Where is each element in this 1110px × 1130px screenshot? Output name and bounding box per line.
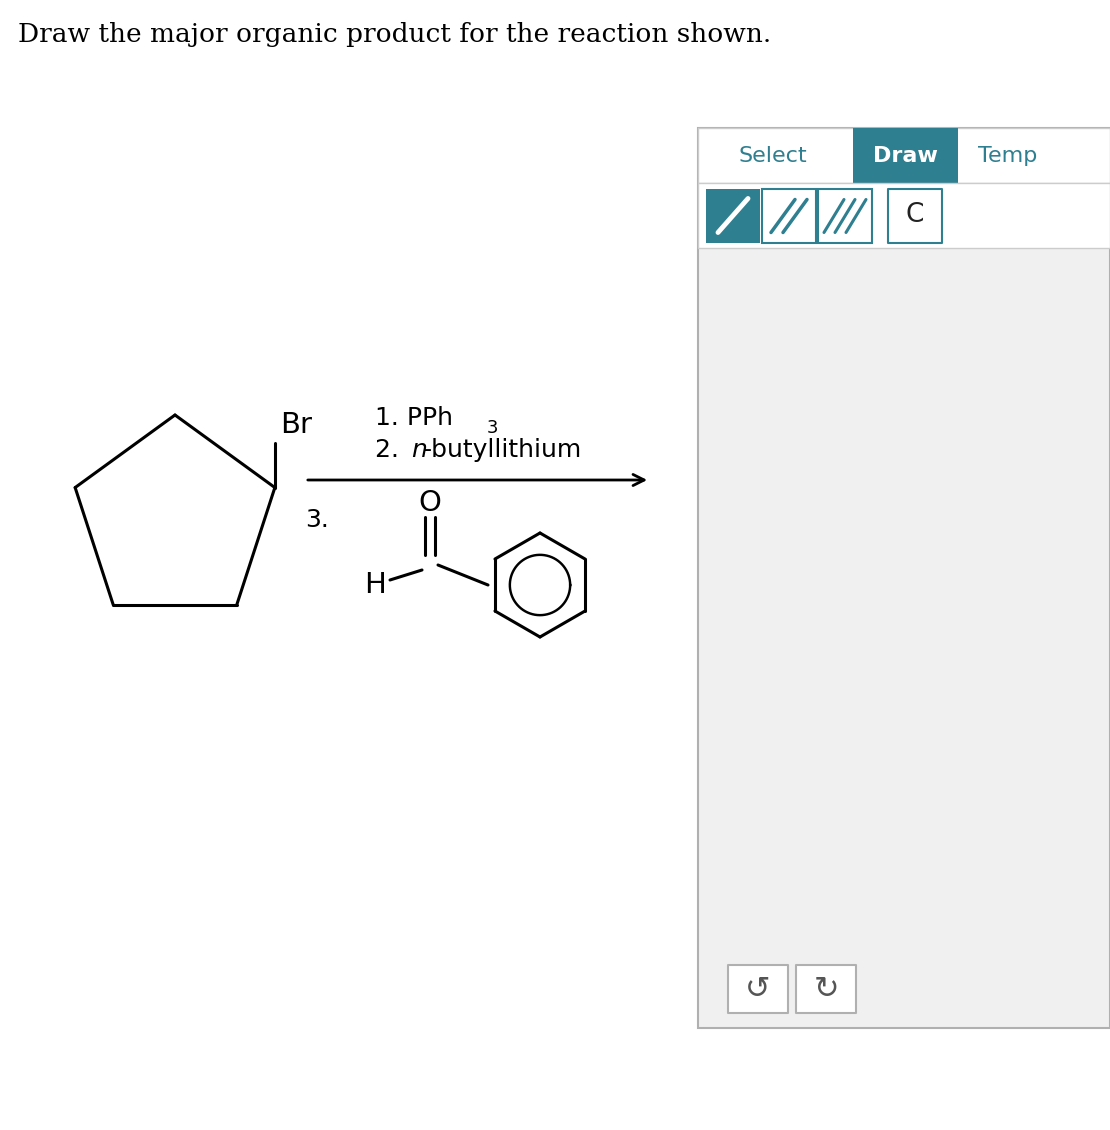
Bar xyxy=(818,189,872,243)
Text: ↺: ↺ xyxy=(745,974,770,1003)
Bar xyxy=(698,183,1110,247)
Text: Temp: Temp xyxy=(978,146,1038,165)
Bar xyxy=(698,128,1110,1028)
Text: 3: 3 xyxy=(487,419,498,437)
Text: H: H xyxy=(364,571,386,599)
Text: 2.: 2. xyxy=(375,438,407,462)
Bar xyxy=(728,965,788,1012)
Text: O: O xyxy=(418,489,442,518)
Text: 1. PPh: 1. PPh xyxy=(375,406,453,431)
Bar xyxy=(852,128,958,183)
Text: ↻: ↻ xyxy=(814,974,839,1003)
Text: Draw: Draw xyxy=(874,146,938,165)
Text: -butyllithium: -butyllithium xyxy=(423,438,583,462)
Bar xyxy=(796,965,856,1012)
Text: n: n xyxy=(411,438,427,462)
Text: Br: Br xyxy=(280,410,312,438)
Text: Draw the major organic product for the reaction shown.: Draw the major organic product for the r… xyxy=(18,21,771,47)
Bar xyxy=(888,189,942,243)
Bar xyxy=(698,128,1110,183)
Text: C: C xyxy=(906,202,925,228)
Bar xyxy=(761,189,816,243)
Bar xyxy=(706,189,760,243)
Text: Select: Select xyxy=(738,146,807,165)
Text: 3.: 3. xyxy=(305,508,329,532)
